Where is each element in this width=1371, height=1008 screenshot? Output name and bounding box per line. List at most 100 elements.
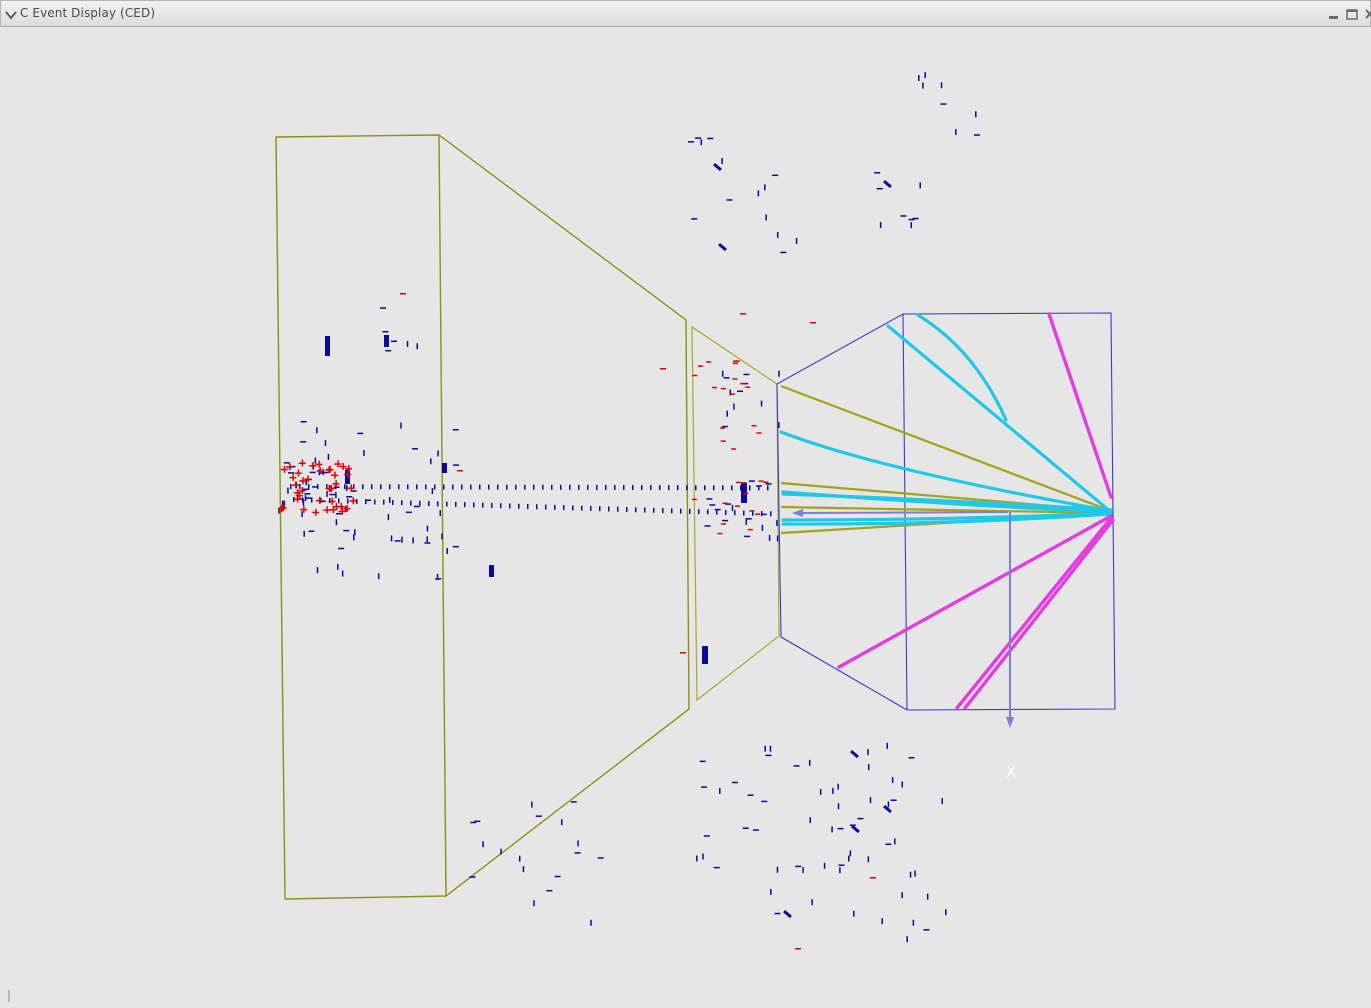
hit-mark [847, 855, 850, 862]
hit-mark [908, 757, 915, 759]
hit-mark [335, 512, 342, 515]
hit-mark [839, 867, 841, 874]
hit-mark [809, 817, 812, 824]
hit-mark [734, 360, 740, 362]
hit-mark [461, 484, 463, 490]
hit-mark [879, 222, 882, 229]
hit-mark [837, 827, 844, 830]
hit-mark [506, 484, 508, 490]
hit-mark [737, 390, 744, 393]
hit-mark [441, 533, 443, 540]
hit-mark [299, 484, 301, 490]
hit-mark [352, 497, 355, 505]
hit-mark [410, 500, 412, 506]
resize-grip[interactable] [8, 990, 10, 1002]
hit-mark [702, 646, 708, 664]
hit-mark [535, 815, 542, 817]
hit-mark [331, 497, 334, 505]
hit-mark [719, 787, 721, 794]
hit-mark [755, 485, 762, 487]
hit-mark [691, 218, 698, 220]
hit-mark [578, 484, 580, 490]
hit-mark [900, 215, 907, 217]
hit-mark [446, 548, 448, 555]
hit-mark [695, 137, 702, 139]
hit-mark [283, 465, 286, 473]
hit-mark [338, 547, 345, 550]
window-titlebar[interactable]: C Event Display (CED) [0, 0, 1371, 27]
hit-mark [296, 495, 299, 503]
hit-mark [296, 489, 299, 497]
hit-mark [923, 929, 930, 931]
hit-mark [289, 463, 291, 471]
hit-mark [281, 505, 283, 513]
hit-mark [335, 502, 338, 510]
hit-mark [774, 912, 781, 915]
hit-mark [308, 484, 310, 490]
hit-mark [318, 469, 321, 476]
chevron-down-icon[interactable] [4, 7, 18, 21]
hit-mark [608, 506, 610, 512]
hit-mark [329, 465, 331, 473]
hit-mark [452, 429, 459, 431]
hit-mark [347, 498, 349, 504]
minimize-icon[interactable] [1327, 6, 1341, 20]
hits-blue [278, 72, 980, 943]
hit-mark [350, 490, 357, 492]
hit-mark [909, 871, 912, 878]
hit-mark [764, 184, 766, 191]
hit-mark [278, 507, 280, 514]
hit-mark [778, 422, 780, 429]
hit-mark [590, 919, 592, 926]
hit-mark [383, 499, 385, 505]
hit-mark [940, 103, 947, 105]
event-display-canvas[interactable]: X [0, 27, 1371, 1004]
hit-mark [720, 387, 726, 390]
hit-mark [596, 484, 598, 490]
tracks-magenta [837, 312, 1115, 710]
hit-mark [778, 370, 780, 377]
hit-mark [374, 499, 376, 505]
hit-mark [597, 857, 604, 859]
hit-mark [425, 484, 427, 490]
hit-mark [332, 505, 335, 513]
hit-mark [311, 497, 313, 503]
hit-mark [470, 484, 472, 490]
hit-mark [295, 481, 297, 489]
hit-mark [345, 484, 348, 491]
hit-mark [312, 486, 319, 488]
hit-mark [343, 529, 350, 532]
hit-mark [401, 536, 403, 543]
hit-mark [874, 171, 881, 174]
hit-mark [742, 827, 749, 829]
tracks-cyan [779, 313, 1113, 526]
hit-mark [760, 513, 767, 516]
hit-mark [719, 427, 725, 429]
hit-mark [729, 389, 731, 396]
close-icon[interactable] [1363, 6, 1371, 20]
hit-mark [883, 805, 892, 814]
hit-mark [910, 222, 913, 229]
maximize-icon[interactable] [1345, 6, 1359, 20]
hit-mark [765, 214, 767, 221]
hit-mark [363, 450, 365, 457]
hit-mark [726, 199, 733, 201]
hit-mark [698, 509, 700, 515]
hit-mark [390, 535, 393, 542]
hit-mark [354, 529, 356, 536]
hit-mark [388, 496, 391, 503]
event-display-scene[interactable]: X [0, 27, 1371, 1004]
hit-mark [617, 506, 619, 512]
hit-mark [695, 485, 697, 491]
hit-mark [811, 899, 813, 906]
hit-mark [758, 480, 764, 482]
hit-mark [400, 293, 406, 295]
hit-mark [745, 518, 752, 520]
hit-mark [316, 567, 319, 574]
hit-mark [795, 237, 798, 244]
hit-mark [740, 485, 742, 491]
hit-mark [912, 217, 919, 220]
hit-mark [713, 866, 720, 869]
hit-mark [853, 910, 855, 917]
hit-mark [793, 765, 800, 767]
